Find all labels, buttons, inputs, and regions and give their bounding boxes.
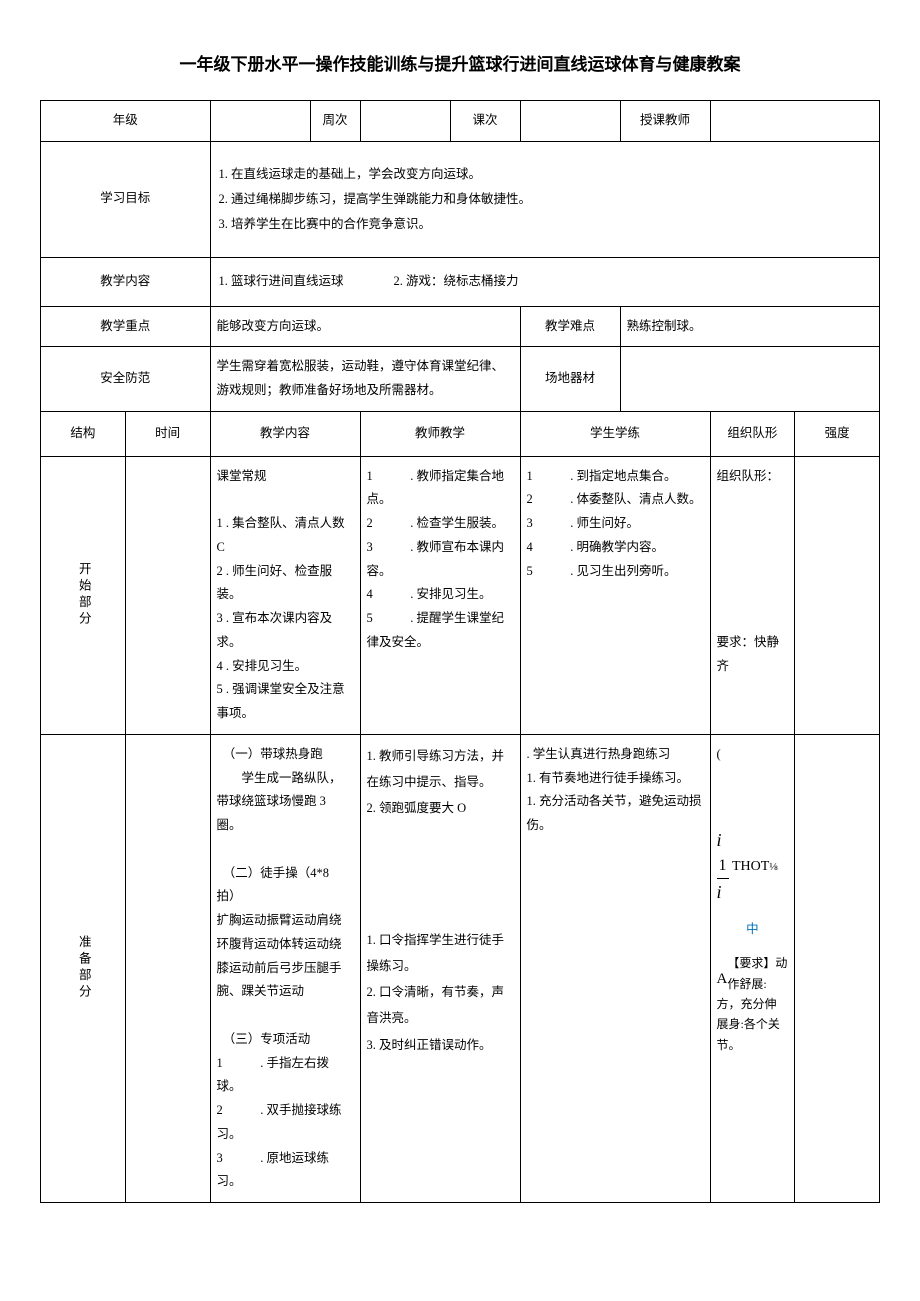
teaching-content-value: 1. 篮球行进间直线运球 2. 游戏：绕标志桶接力: [210, 257, 880, 306]
start-student: 1 . 到指定地点集合。 2 . 体委整队、清点人数。 3 . 师生问好。 4 …: [520, 456, 710, 734]
prep-time: [125, 734, 210, 1202]
header-row: 年级 周次 课次 授课教师: [41, 101, 880, 142]
symbol-frac-1: 1: [717, 854, 729, 879]
prep-intensity: [795, 734, 880, 1202]
start-intensity: [795, 456, 880, 734]
start-teacher: 1 . 教师指定集合地点。 2 . 检查学生服装。 3 . 教师宣布本课内容。 …: [360, 456, 520, 734]
safety-content: 学生需穿着宽松服装，运动鞋，遵守体育课堂纪律、游戏规则；教师准备好场地及所需器材…: [210, 347, 520, 412]
lesson-value: [520, 101, 620, 142]
symbol-i-2: i: [717, 879, 789, 906]
col-content: 教学内容: [210, 411, 360, 456]
prep-requirement: A 【要求】动作舒展:方，充分伸展身:各个关节。: [717, 953, 789, 1055]
venue-label: 场地器材: [520, 347, 620, 412]
start-formation: 组织队形： 要求：快静齐: [710, 456, 795, 734]
col-formation: 组织队形: [710, 411, 795, 456]
keypoint-label: 教学重点: [41, 306, 211, 347]
start-section-row: 开始部分 课堂常规 1 . 集合整队、清点人数 C 2 . 师生问好、检查服装。…: [41, 456, 880, 734]
symbol-mid: 中: [717, 918, 789, 942]
teacher-value: [710, 101, 880, 142]
goals-content: 1. 在直线运球走的基础上，学会改变方向运球。 2. 通过绳梯脚步练习，提高学生…: [210, 141, 880, 257]
col-structure: 结构: [41, 411, 126, 456]
col-teacher: 教师教学: [360, 411, 520, 456]
prep-formation: ( i 1 THOT⅛ i 中 A 【要求】动作舒展:方，充分伸展身:各个关节。: [710, 734, 795, 1202]
document-title: 一年级下册水平一操作技能训练与提升篮球行进间直线运球体育与健康教案: [40, 50, 880, 75]
difficulty-content: 熟练控制球。: [620, 306, 880, 347]
keypoint-content: 能够改变方向运球。: [210, 306, 520, 347]
goals-label: 学习目标: [41, 141, 211, 257]
grade-value: [210, 101, 310, 142]
grade-label: 年级: [41, 101, 211, 142]
teacher-label: 授课教师: [620, 101, 710, 142]
col-student: 学生学练: [520, 411, 710, 456]
col-time: 时间: [125, 411, 210, 456]
column-headers: 结构 时间 教学内容 教师教学 学生学练 组织队形 强度: [41, 411, 880, 456]
col-intensity: 强度: [795, 411, 880, 456]
lesson-label: 课次: [450, 101, 520, 142]
difficulty-label: 教学难点: [520, 306, 620, 347]
prep-content: （一）带球热身跑 学生成一路纵队，带球绕篮球场慢跑 3 圈。 （二）徒手操（4*…: [210, 734, 360, 1202]
prep-section-row: 准备部分 （一）带球热身跑 学生成一路纵队，带球绕篮球场慢跑 3 圈。 （二）徒…: [41, 734, 880, 1202]
goals-row: 学习目标 1. 在直线运球走的基础上，学会改变方向运球。 2. 通过绳梯脚步练习…: [41, 141, 880, 257]
keypoint-row: 教学重点 能够改变方向运球。 教学难点 熟练控制球。: [41, 306, 880, 347]
start-content: 课堂常规 1 . 集合整队、清点人数 C 2 . 师生问好、检查服装。 3 . …: [210, 456, 360, 734]
formation-symbols: i 1 THOT⅛ i: [717, 827, 789, 906]
lesson-plan-table: 年级 周次 课次 授课教师 学习目标 1. 在直线运球走的基础上，学会改变方向运…: [40, 100, 880, 1203]
safety-row: 安全防范 学生需穿着宽松服装，运动鞋，遵守体育课堂纪律、游戏规则；教师准备好场地…: [41, 347, 880, 412]
prep-student: . 学生认真进行热身跑练习 1. 有节奏地进行徒手操练习。 1. 充分活动各关节…: [520, 734, 710, 1202]
prep-label: 准备部分: [41, 734, 126, 1202]
req-a: A: [717, 967, 728, 993]
teaching-content-label: 教学内容: [41, 257, 211, 306]
start-time: [125, 456, 210, 734]
safety-label: 安全防范: [41, 347, 211, 412]
teaching-content-row: 教学内容 1. 篮球行进间直线运球 2. 游戏：绕标志桶接力: [41, 257, 880, 306]
week-value: [360, 101, 450, 142]
week-label: 周次: [310, 101, 360, 142]
symbol-thot: THOT⅛: [729, 856, 778, 877]
symbol-i-1: i: [717, 827, 789, 854]
venue-content: [620, 347, 880, 412]
start-label: 开始部分: [41, 456, 126, 734]
prep-teacher: 1. 教师引导练习方法，并在练习中提示、指导。 2. 领跑弧度要大 O 1. 口…: [360, 734, 520, 1202]
formation-open-paren: (: [717, 743, 789, 767]
